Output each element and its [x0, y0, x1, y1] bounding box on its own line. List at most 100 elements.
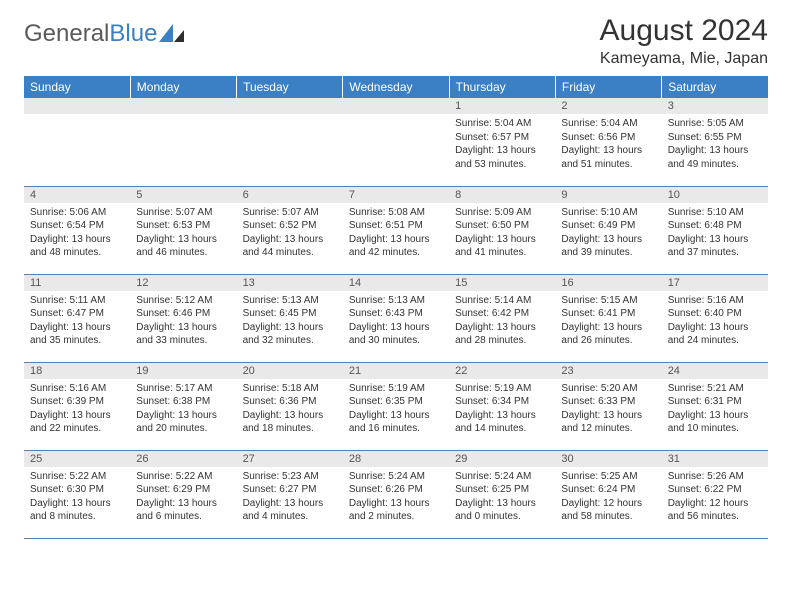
day-number [130, 98, 236, 114]
calendar-day-cell: 9Sunrise: 5:10 AMSunset: 6:49 PMDaylight… [555, 186, 661, 274]
sunrise-text: Sunrise: 5:07 AM [136, 206, 230, 220]
day-number [237, 98, 343, 114]
day-body [24, 114, 130, 174]
daylight-line1: Daylight: 13 hours [561, 321, 655, 335]
day-number: 11 [24, 275, 130, 291]
sunset-text: Sunset: 6:54 PM [30, 219, 124, 233]
day-body: Sunrise: 5:18 AMSunset: 6:36 PMDaylight:… [237, 379, 343, 440]
daylight-line1: Daylight: 13 hours [243, 497, 337, 511]
page-subtitle: Kameyama, Mie, Japan [600, 50, 768, 68]
day-body [130, 114, 236, 174]
daylight-line1: Daylight: 13 hours [30, 409, 124, 423]
day-number: 24 [662, 363, 768, 379]
day-body: Sunrise: 5:07 AMSunset: 6:53 PMDaylight:… [130, 203, 236, 264]
daylight-line2: and 51 minutes. [561, 158, 655, 172]
daylight-line2: and 37 minutes. [668, 246, 762, 260]
day-number: 31 [662, 451, 768, 467]
day-body: Sunrise: 5:16 AMSunset: 6:39 PMDaylight:… [24, 379, 130, 440]
day-body [237, 114, 343, 174]
day-body: Sunrise: 5:04 AMSunset: 6:56 PMDaylight:… [555, 114, 661, 175]
day-body: Sunrise: 5:26 AMSunset: 6:22 PMDaylight:… [662, 467, 768, 528]
daylight-line2: and 39 minutes. [561, 246, 655, 260]
daylight-line1: Daylight: 13 hours [668, 321, 762, 335]
daylight-line1: Daylight: 13 hours [136, 497, 230, 511]
daylight-line2: and 22 minutes. [30, 422, 124, 436]
daylight-line1: Daylight: 13 hours [30, 233, 124, 247]
day-body: Sunrise: 5:22 AMSunset: 6:29 PMDaylight:… [130, 467, 236, 528]
sunset-text: Sunset: 6:31 PM [668, 395, 762, 409]
day-number: 12 [130, 275, 236, 291]
day-body [343, 114, 449, 174]
weekday-header: Wednesday [343, 76, 449, 98]
sunset-text: Sunset: 6:48 PM [668, 219, 762, 233]
sunrise-text: Sunrise: 5:06 AM [30, 206, 124, 220]
day-number: 2 [555, 98, 661, 114]
calendar-day-cell [237, 98, 343, 186]
daylight-line1: Daylight: 13 hours [30, 321, 124, 335]
daylight-line2: and 58 minutes. [561, 510, 655, 524]
daylight-line2: and 33 minutes. [136, 334, 230, 348]
daylight-line2: and 41 minutes. [455, 246, 549, 260]
sunrise-text: Sunrise: 5:10 AM [668, 206, 762, 220]
weekday-header: Tuesday [237, 76, 343, 98]
day-number: 18 [24, 363, 130, 379]
daylight-line2: and 12 minutes. [561, 422, 655, 436]
day-number: 6 [237, 187, 343, 203]
day-body: Sunrise: 5:24 AMSunset: 6:26 PMDaylight:… [343, 467, 449, 528]
sunrise-text: Sunrise: 5:23 AM [243, 470, 337, 484]
sunrise-text: Sunrise: 5:18 AM [243, 382, 337, 396]
sunset-text: Sunset: 6:47 PM [30, 307, 124, 321]
sunset-text: Sunset: 6:27 PM [243, 483, 337, 497]
daylight-line1: Daylight: 13 hours [455, 409, 549, 423]
sunset-text: Sunset: 6:39 PM [30, 395, 124, 409]
daylight-line2: and 14 minutes. [455, 422, 549, 436]
calendar-table: Sunday Monday Tuesday Wednesday Thursday… [24, 76, 768, 539]
sunset-text: Sunset: 6:40 PM [668, 307, 762, 321]
day-body: Sunrise: 5:21 AMSunset: 6:31 PMDaylight:… [662, 379, 768, 440]
day-body: Sunrise: 5:11 AMSunset: 6:47 PMDaylight:… [24, 291, 130, 352]
sunset-text: Sunset: 6:56 PM [561, 131, 655, 145]
calendar-day-cell: 23Sunrise: 5:20 AMSunset: 6:33 PMDayligh… [555, 362, 661, 450]
sunset-text: Sunset: 6:51 PM [349, 219, 443, 233]
daylight-line2: and 10 minutes. [668, 422, 762, 436]
sunset-text: Sunset: 6:41 PM [561, 307, 655, 321]
day-body: Sunrise: 5:13 AMSunset: 6:43 PMDaylight:… [343, 291, 449, 352]
day-number: 8 [449, 187, 555, 203]
calendar-day-cell: 4Sunrise: 5:06 AMSunset: 6:54 PMDaylight… [24, 186, 130, 274]
sunset-text: Sunset: 6:24 PM [561, 483, 655, 497]
day-body: Sunrise: 5:04 AMSunset: 6:57 PMDaylight:… [449, 114, 555, 175]
day-number: 17 [662, 275, 768, 291]
calendar-day-cell: 13Sunrise: 5:13 AMSunset: 6:45 PMDayligh… [237, 274, 343, 362]
calendar-day-cell: 14Sunrise: 5:13 AMSunset: 6:43 PMDayligh… [343, 274, 449, 362]
daylight-line1: Daylight: 13 hours [349, 321, 443, 335]
sunrise-text: Sunrise: 5:22 AM [136, 470, 230, 484]
logo-text-2: Blue [109, 20, 157, 48]
weekday-header-row: Sunday Monday Tuesday Wednesday Thursday… [24, 76, 768, 98]
day-body: Sunrise: 5:19 AMSunset: 6:35 PMDaylight:… [343, 379, 449, 440]
daylight-line2: and 26 minutes. [561, 334, 655, 348]
day-number [343, 98, 449, 114]
day-number: 27 [237, 451, 343, 467]
day-number: 26 [130, 451, 236, 467]
sunrise-text: Sunrise: 5:21 AM [668, 382, 762, 396]
day-number: 19 [130, 363, 236, 379]
daylight-line1: Daylight: 13 hours [136, 233, 230, 247]
calendar-week-row: 11Sunrise: 5:11 AMSunset: 6:47 PMDayligh… [24, 274, 768, 362]
calendar-day-cell [24, 98, 130, 186]
calendar-day-cell: 29Sunrise: 5:24 AMSunset: 6:25 PMDayligh… [449, 450, 555, 538]
day-body: Sunrise: 5:20 AMSunset: 6:33 PMDaylight:… [555, 379, 661, 440]
daylight-line1: Daylight: 13 hours [136, 409, 230, 423]
sunset-text: Sunset: 6:45 PM [243, 307, 337, 321]
calendar-day-cell: 17Sunrise: 5:16 AMSunset: 6:40 PMDayligh… [662, 274, 768, 362]
sunrise-text: Sunrise: 5:13 AM [349, 294, 443, 308]
day-number: 9 [555, 187, 661, 203]
day-body: Sunrise: 5:15 AMSunset: 6:41 PMDaylight:… [555, 291, 661, 352]
calendar-day-cell: 19Sunrise: 5:17 AMSunset: 6:38 PMDayligh… [130, 362, 236, 450]
sunset-text: Sunset: 6:50 PM [455, 219, 549, 233]
header: GeneralBlue August 2024 Kameyama, Mie, J… [24, 14, 768, 68]
daylight-line2: and 30 minutes. [349, 334, 443, 348]
weekday-header: Thursday [449, 76, 555, 98]
sunset-text: Sunset: 6:49 PM [561, 219, 655, 233]
day-body: Sunrise: 5:12 AMSunset: 6:46 PMDaylight:… [130, 291, 236, 352]
day-number: 1 [449, 98, 555, 114]
